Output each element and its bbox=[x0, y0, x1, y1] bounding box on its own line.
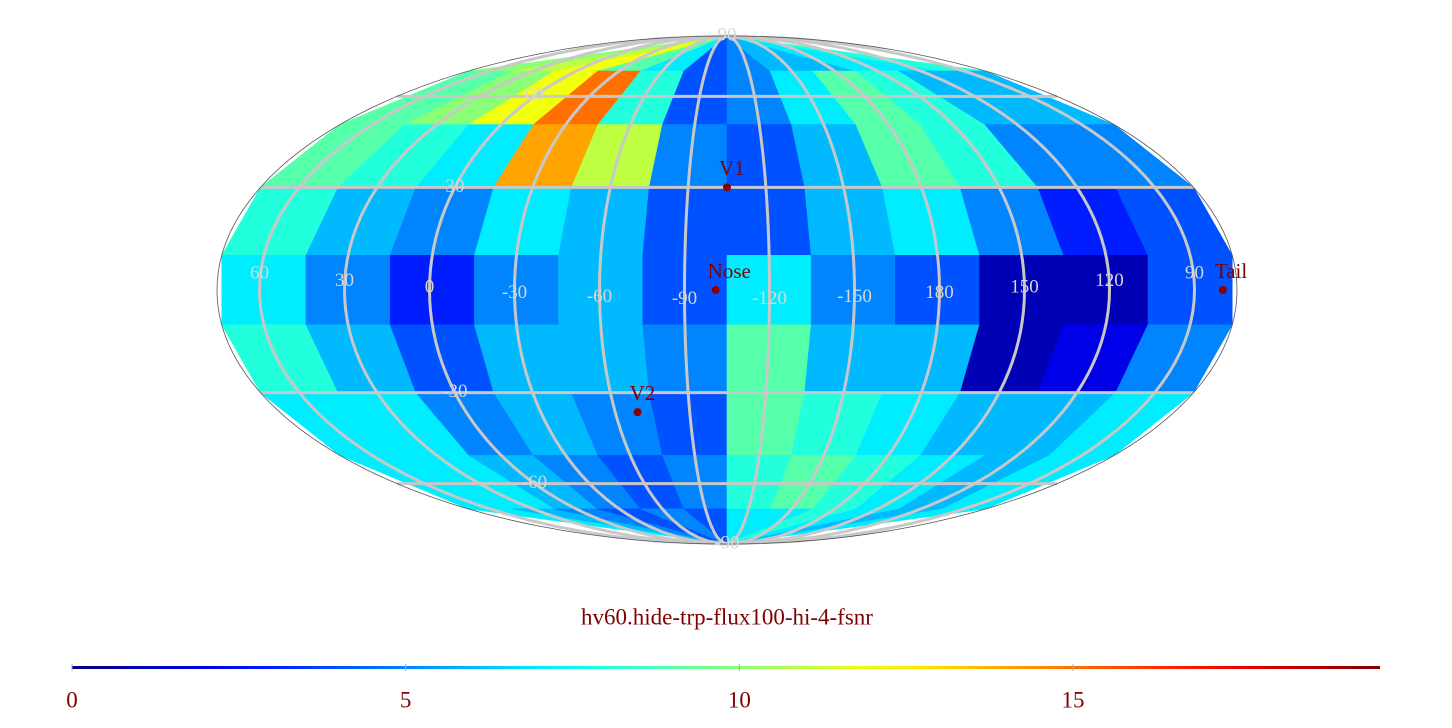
map-title: hv60.hide-trp-flux100-hi-4-fsnr bbox=[581, 604, 873, 629]
graticule bbox=[257, 34, 1197, 546]
meridian-label: 150 bbox=[1010, 277, 1039, 298]
parallel-label: -60 bbox=[522, 472, 547, 493]
colorbar-tick-label: 10 bbox=[728, 687, 751, 712]
marker-dot bbox=[723, 183, 731, 192]
marker-label: Nose bbox=[708, 259, 751, 283]
marker-dot bbox=[711, 286, 720, 294]
meridian-label: -90 bbox=[672, 288, 697, 309]
meridian-label: 180 bbox=[925, 282, 954, 303]
meridian-label: 0 bbox=[425, 277, 435, 298]
meridian-label: -150 bbox=[837, 286, 872, 307]
meridian-label: -30 bbox=[502, 282, 527, 303]
parallel-label: -30 bbox=[442, 381, 467, 402]
parallel-label: 90 bbox=[718, 24, 737, 45]
marker-label: V2 bbox=[630, 381, 656, 405]
meridian-label: 60 bbox=[250, 262, 269, 283]
parallel-label: 30 bbox=[445, 176, 464, 197]
marker-label: Tail bbox=[1215, 259, 1248, 283]
colorbar-tick-label: 0 bbox=[66, 687, 78, 712]
map-outline bbox=[216, 35, 1238, 545]
colorbar-tick-label: 5 bbox=[400, 687, 412, 712]
colorbar bbox=[72, 666, 1380, 669]
marker-label: V1 bbox=[719, 156, 745, 180]
colorbar-tick-label: 15 bbox=[1062, 687, 1085, 712]
map-cells bbox=[221, 35, 1233, 545]
labels: 60 30 0 -30 -60 -90 -120 -150 180 150 120 90 90 60 30 -… bbox=[250, 24, 1247, 553]
parallel-label: 60 bbox=[525, 85, 544, 106]
meridian-label: 90 bbox=[1185, 262, 1204, 283]
parallel-label: -90 bbox=[714, 532, 739, 553]
marker-dot bbox=[633, 408, 642, 417]
meridian-label: 120 bbox=[1095, 270, 1124, 291]
meridian-label: 30 bbox=[335, 270, 354, 291]
marker-dot bbox=[1218, 286, 1227, 294]
colorbar-ticks: 0 5 10 15 bbox=[66, 664, 1085, 712]
meridian-label: -60 bbox=[587, 286, 612, 307]
meridian-label: -120 bbox=[752, 288, 787, 309]
